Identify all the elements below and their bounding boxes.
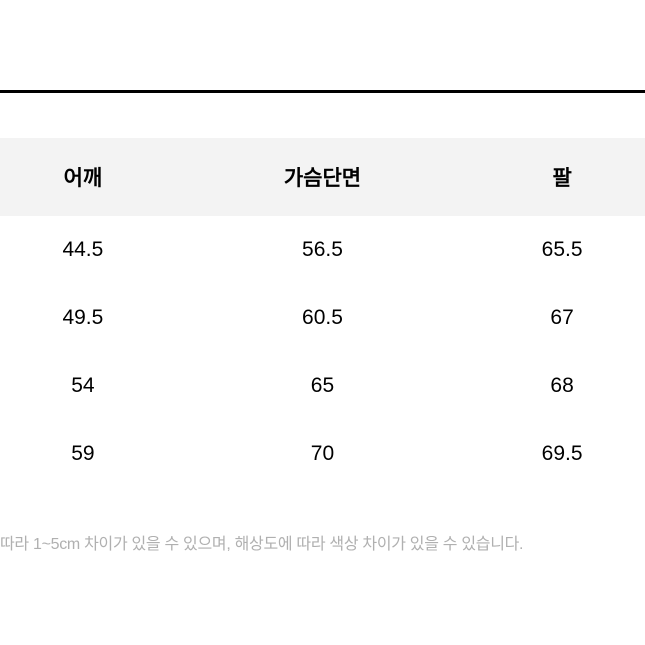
cell-value: 69.5 — [479, 420, 645, 488]
cell-value: 56.5 — [166, 216, 479, 284]
cell-value: 68 — [479, 352, 645, 420]
cell-value: 65.5 — [479, 216, 645, 284]
footnote-text: 따라 1~5cm 차이가 있을 수 있으며, 해상도에 따라 색상 차이가 있을… — [0, 530, 645, 554]
col-header-arm: 팔 — [479, 138, 645, 216]
cell-value: 60.5 — [166, 284, 479, 352]
cell-value: 67 — [479, 284, 645, 352]
col-header-chest: 가슴단면 — [166, 138, 479, 216]
top-divider — [0, 90, 645, 93]
cell-value: 49.5 — [0, 284, 166, 352]
table-row: 44.5 56.5 65.5 — [0, 216, 645, 284]
col-header-shoulder: 어깨 — [0, 138, 166, 216]
cell-value: 65 — [166, 352, 479, 420]
main-container: 어깨 가슴단면 팔 44.5 56.5 65.5 49.5 60.5 67 54… — [0, 0, 645, 554]
table-body: 44.5 56.5 65.5 49.5 60.5 67 54 65 68 59 … — [0, 216, 645, 488]
cell-value: 44.5 — [0, 216, 166, 284]
table-row: 59 70 69.5 — [0, 420, 645, 488]
cell-value: 70 — [166, 420, 479, 488]
table-row: 49.5 60.5 67 — [0, 284, 645, 352]
size-table: 어깨 가슴단면 팔 44.5 56.5 65.5 49.5 60.5 67 54… — [0, 138, 645, 488]
cell-value: 59 — [0, 420, 166, 488]
table-row: 54 65 68 — [0, 352, 645, 420]
table-header-row: 어깨 가슴단면 팔 — [0, 138, 645, 216]
cell-value: 54 — [0, 352, 166, 420]
